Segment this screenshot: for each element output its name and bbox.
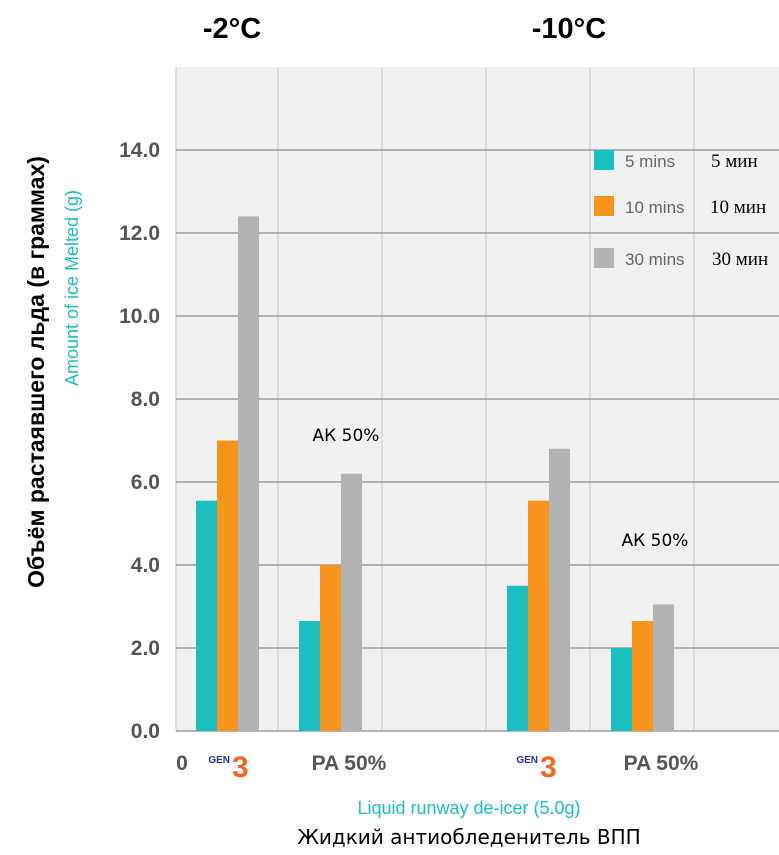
category-gen3-right: GEN 3 [516,751,556,784]
x-axis-label-ru: Жидкий антиобледенитель ВПП [297,825,640,849]
legend-item-30-mins: 30 mins 30 мин [594,248,768,270]
category-pa50-right: PA 50% [624,752,699,775]
category-gen3-left: GEN 3 [208,751,248,784]
legend-label-30-mins-ru: 30 мин [712,249,768,270]
bar-5-mins-4 [611,648,632,731]
bar-30-mins-3 [549,448,570,731]
y-axis-label-en: Amount of ice Melted (g) [62,190,82,386]
legend-label-5-mins-ru: 5 мин [711,151,758,172]
gen-badge-number: 3 [232,751,249,784]
gen-badge-number: 3 [540,751,557,784]
legend-item-5-mins: 5 mins 5 мин [594,150,758,172]
bar-10-mins-1 [217,440,238,731]
legend-swatch-5-mins [594,150,614,170]
y-tick-label: 10.0 [119,305,160,328]
annotation-ak50-left: АК 50% [313,426,380,446]
x-origin-label: 0 [176,752,188,775]
legend-label-10-mins: 10 mins [625,198,685,217]
y-axis-label-ru: Объём растаявшего льда (в граммах) [23,156,49,588]
annotation-ak50-right: АК 50% [622,531,689,551]
bar-10-mins-2 [320,565,341,731]
bar-10-mins-4 [632,621,653,731]
y-tick-label: 0.0 [131,720,160,743]
bar-30-mins-1 [238,216,259,731]
legend-swatch-30-mins [594,248,614,268]
y-tick-label: 8.0 [131,388,160,411]
bar-5-mins-2 [299,621,320,731]
y-tick-label: 14.0 [119,139,160,162]
legend-item-10-mins: 10 mins 10 мин [594,196,766,218]
gen-badge-prefix: GEN [208,755,230,766]
y-tick-label: 12.0 [119,222,160,245]
legend-label-10-mins-ru: 10 мин [710,197,766,218]
legend-swatch-10-mins [594,196,614,216]
bars [196,216,674,731]
bar-10-mins-3 [528,500,549,731]
y-tick-label: 6.0 [131,471,160,494]
bar-30-mins-4 [653,604,674,731]
legend-label-30-mins: 30 mins [625,250,685,269]
bar-30-mins-2 [341,473,362,731]
bar-5-mins-3 [507,585,528,731]
horizontal-gridlines [176,149,779,732]
gen-badge-prefix: GEN [516,755,538,766]
x-axis-label-en: Liquid runway de-icer (5.0g) [357,798,580,818]
panel-title-left: -2°C [203,13,261,45]
bar-5-mins-1 [196,500,217,731]
legend: 5 mins 5 мин 10 mins 10 мин 30 mins 30 м… [594,150,768,270]
y-tick-label: 4.0 [131,554,160,577]
y-tick-label: 2.0 [131,637,160,660]
panel-title-right: -10°C [532,13,607,45]
category-pa50-left: PA 50% [312,752,387,775]
y-tick-labels: 0.0 2.0 4.0 6.0 8.0 10.0 12.0 14.0 [119,139,160,743]
legend-label-5-mins: 5 mins [625,152,675,171]
